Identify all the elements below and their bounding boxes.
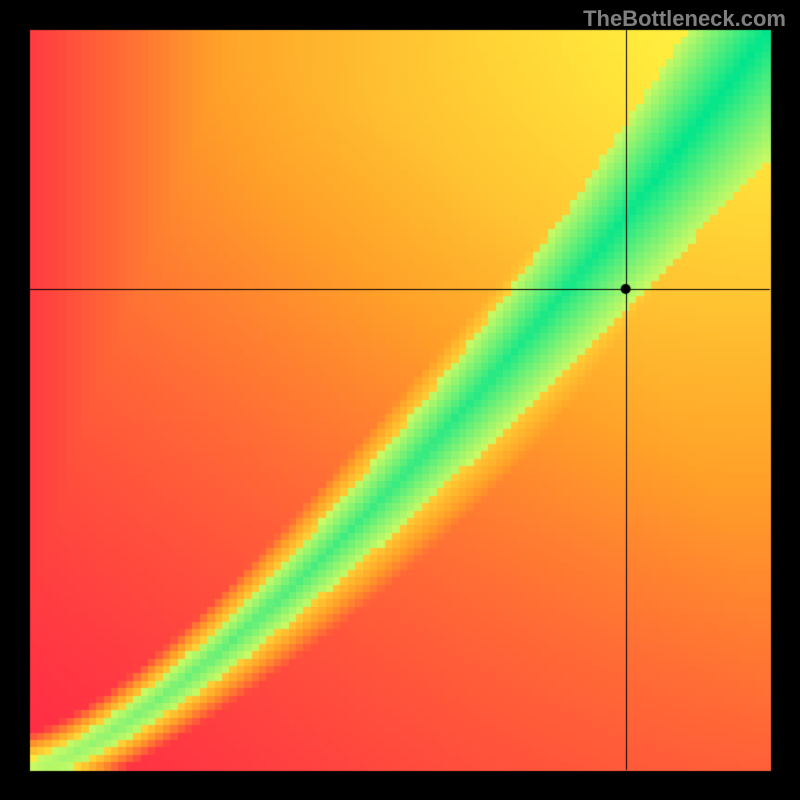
watermark-label: TheBottleneck.com: [583, 6, 786, 32]
chart-container: TheBottleneck.com: [0, 0, 800, 800]
bottleneck-heatmap: [0, 0, 800, 800]
